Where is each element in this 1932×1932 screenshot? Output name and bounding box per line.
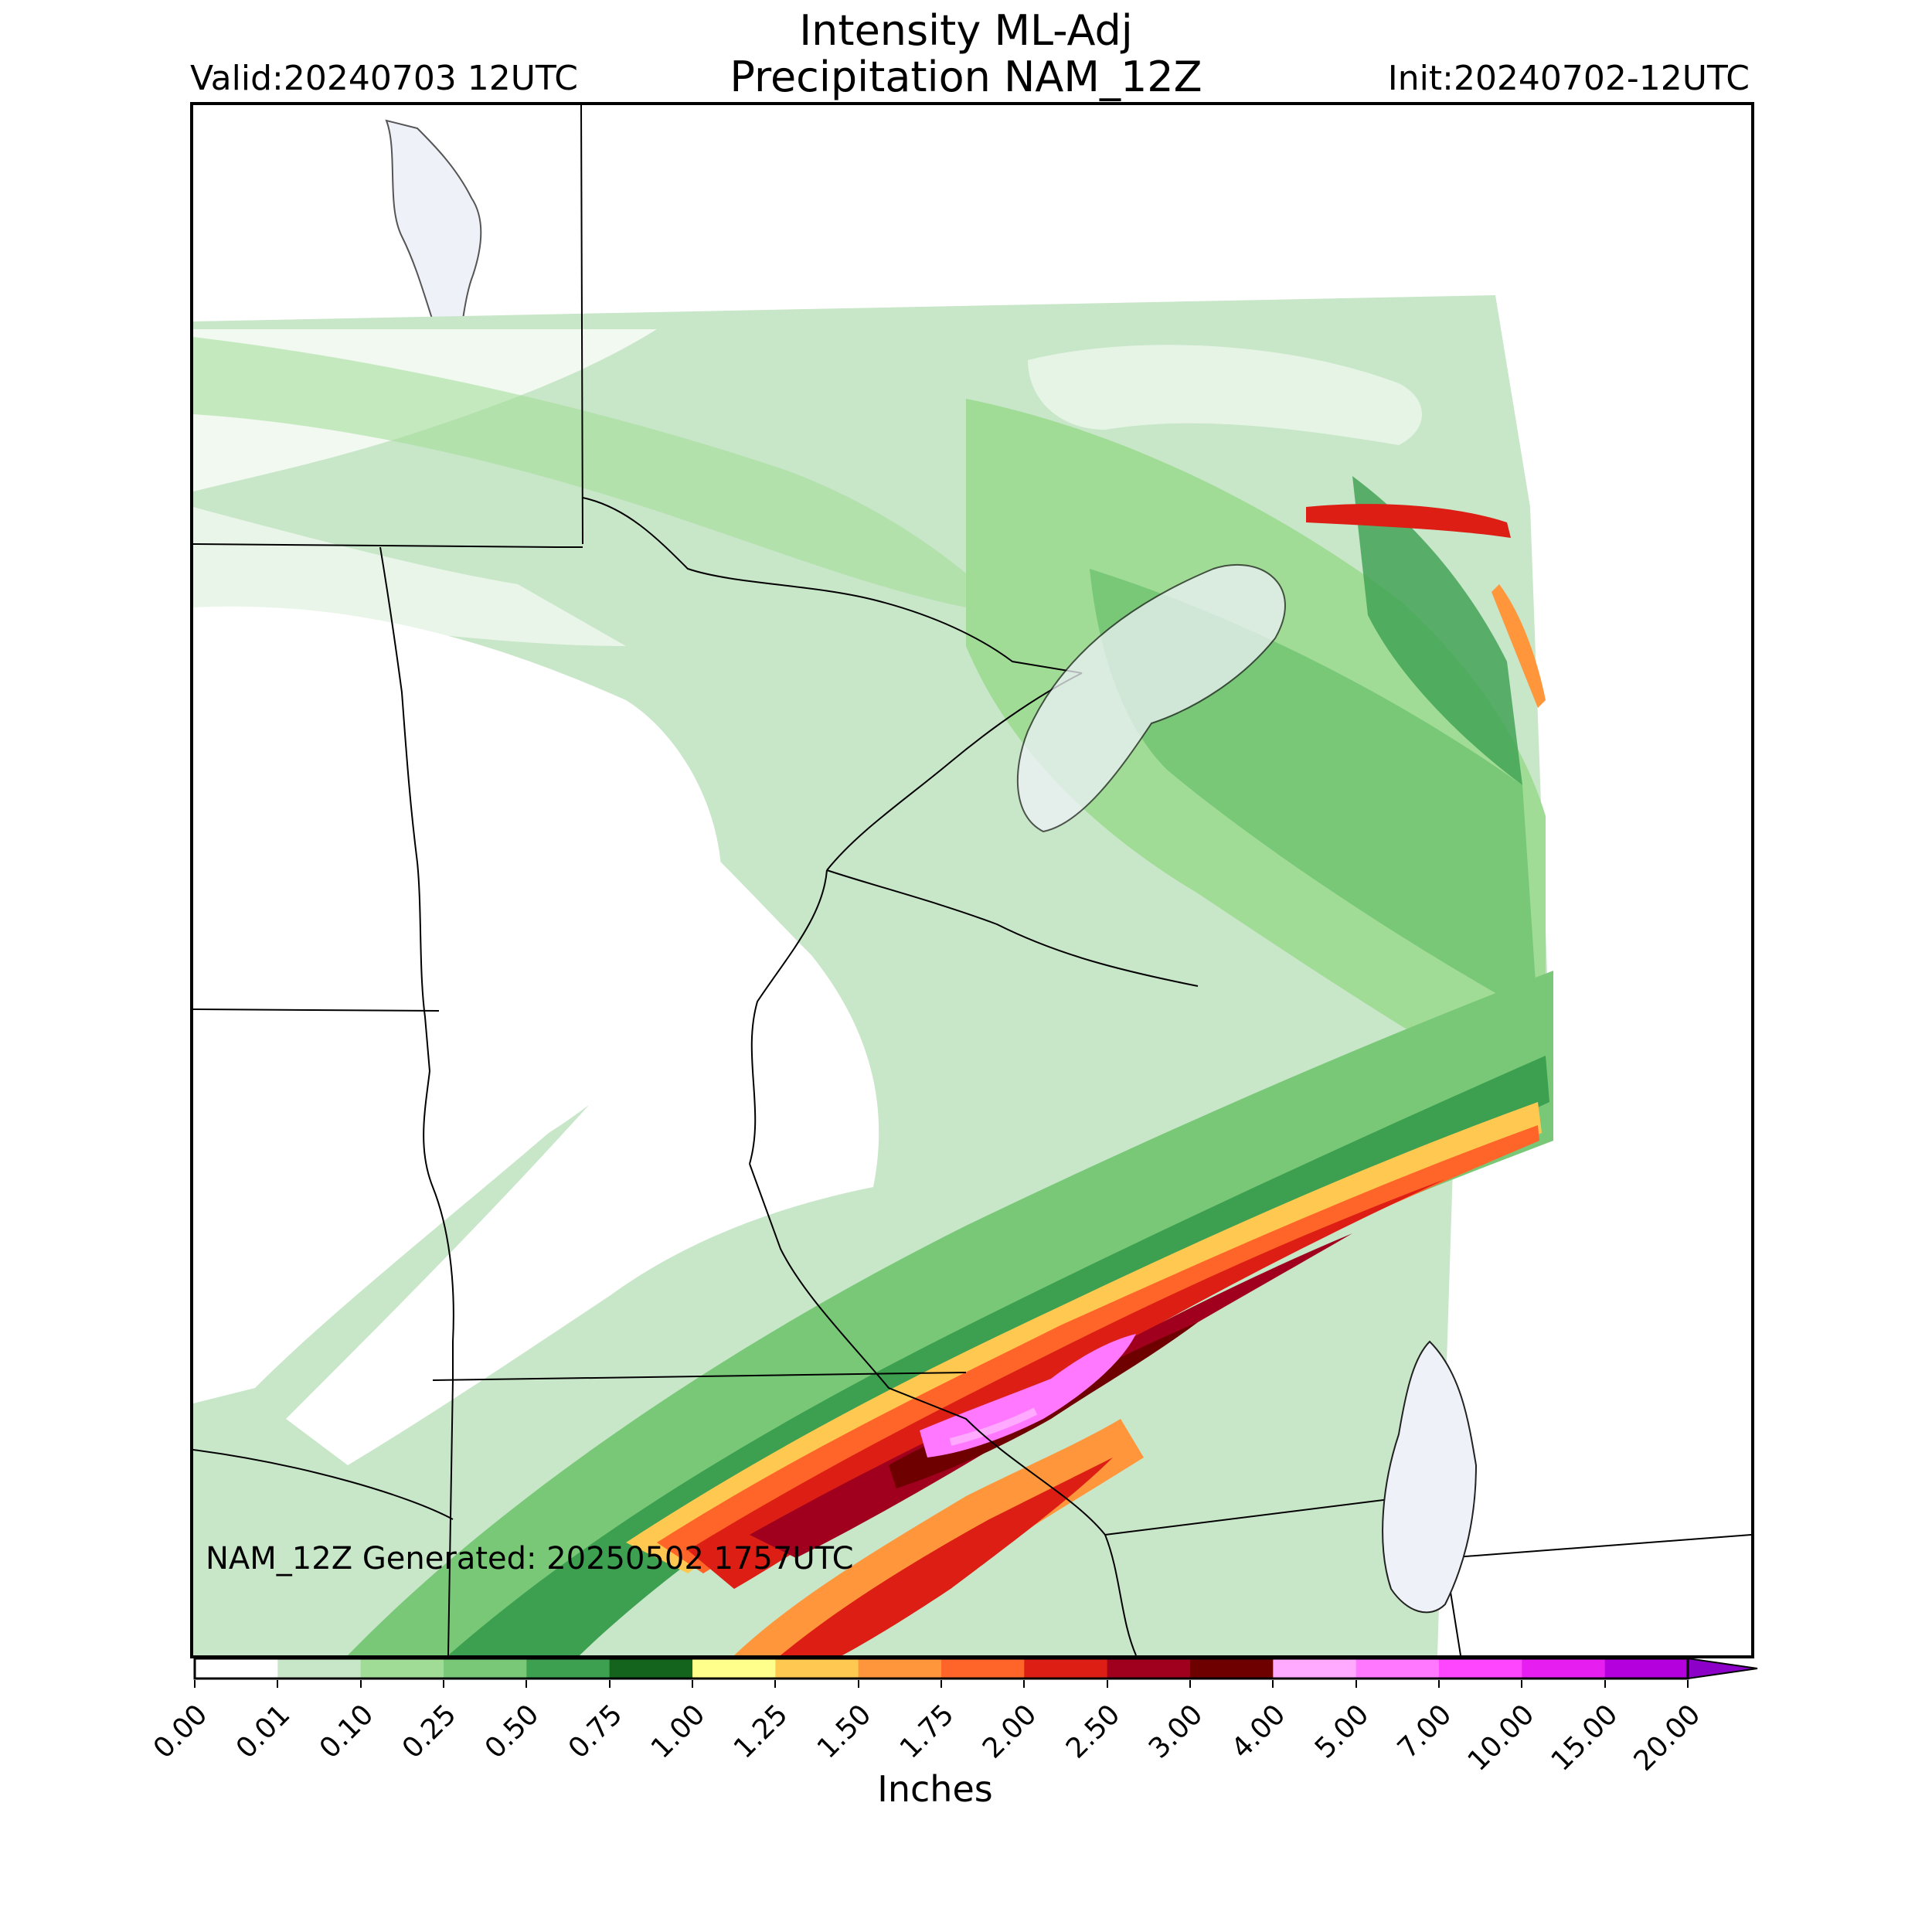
state-borders [193,105,1751,1655]
colorbar-swatch [1355,1658,1440,1679]
colorbar [193,1657,1758,1680]
colorbar-swatch [692,1658,776,1679]
colorbar-tick-mark [443,1680,444,1688]
colorbar-swatch [1024,1658,1108,1679]
colorbar-tick-mark [940,1680,942,1688]
colorbar-tick-mark [1272,1680,1274,1688]
map-canvas [193,105,1751,1655]
precipitation-map [190,102,1754,1658]
map-title-line1: Intensity ML-Adj [799,6,1133,55]
colorbar-swatch [609,1658,693,1679]
colorbar-swatch [1107,1658,1191,1679]
colorbar-outline [193,1657,1689,1680]
colorbar-tick-mark [194,1680,196,1688]
colorbar-tick-mark [1189,1680,1191,1688]
colorbar-extend-arrow [1687,1657,1758,1680]
init-time-label: Init:20240702-12UTC [1387,59,1750,98]
colorbar-tick-mark [1023,1680,1026,1688]
colorbar-swatch [1604,1658,1689,1679]
colorbar-tick-mark [1355,1680,1357,1688]
colorbar-tick-mark [774,1680,777,1688]
precip-domain [193,295,1553,1655]
colorbar-swatch [1273,1658,1357,1679]
colorbar-tick-mark [1687,1680,1689,1688]
colorbar-swatch [941,1658,1025,1679]
colorbar-swatch [1522,1658,1606,1679]
colorbar-tick-mark [857,1680,859,1688]
colorbar-swatch [775,1658,859,1679]
colorbar-swatch [195,1658,278,1679]
colorbar-tick-mark [1438,1680,1440,1688]
generated-timestamp: NAM_12Z Generated: 20250502 1757UTC [206,1541,854,1577]
colorbar-tick-mark [1604,1680,1606,1688]
colorbar-swatch [1439,1658,1522,1679]
colorbar-swatch [526,1658,611,1679]
map-title-line2: Precipitation NAM_12Z [730,53,1202,101]
great-lakes [1016,563,1478,1614]
colorbar-tick-mark [1106,1680,1108,1688]
colorbar-swatch [277,1658,362,1679]
colorbar-swatch [1190,1658,1274,1679]
colorbar-tick-mark [692,1680,693,1688]
colorbar-tick-mark [526,1680,528,1688]
valid-time-label: Valid:20240703 12UTC [190,59,579,98]
colorbar-swatch [360,1658,444,1679]
colorbar-swatch [858,1658,942,1679]
colorbar-swatch [444,1658,527,1679]
colorbar-label: Inches [877,1768,993,1810]
colorbar-tick-mark [608,1680,611,1688]
colorbar-tick-mark [359,1680,362,1688]
colorbar-tick-mark [1521,1680,1523,1688]
colorbar-tick-mark [277,1680,279,1688]
